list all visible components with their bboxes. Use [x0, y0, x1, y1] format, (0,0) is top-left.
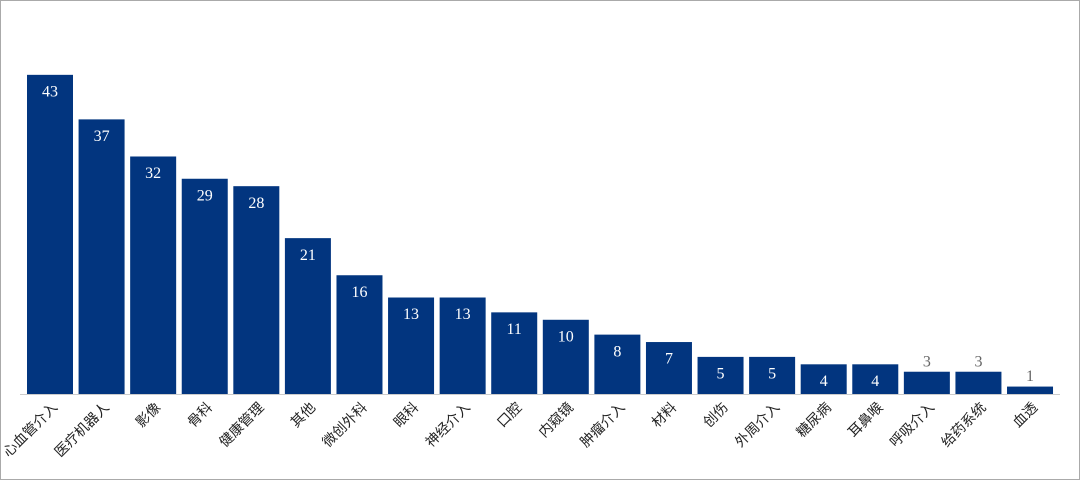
data-label: 5 [717, 366, 725, 383]
data-label: 43 [42, 84, 58, 101]
bar [542, 319, 589, 394]
data-label: 4 [820, 373, 828, 390]
bar [903, 371, 950, 394]
data-label: 13 [403, 306, 419, 323]
bar [336, 275, 383, 394]
bar [130, 156, 177, 394]
data-label: 3 [923, 353, 931, 370]
data-label: 11 [507, 321, 522, 338]
bar [594, 334, 641, 394]
bar [284, 238, 331, 394]
data-label: 16 [351, 284, 367, 301]
bar [645, 342, 692, 394]
data-label: 21 [300, 247, 316, 264]
data-label: 1 [1026, 368, 1034, 385]
data-label: 32 [145, 165, 161, 182]
data-label: 13 [455, 306, 471, 323]
data-label: 37 [94, 128, 110, 145]
bar [697, 356, 744, 394]
bar [852, 364, 899, 394]
bar [388, 297, 435, 394]
bar [181, 178, 228, 394]
bar [78, 119, 125, 394]
data-label: 3 [974, 353, 982, 370]
bar [800, 364, 847, 394]
data-label: 28 [248, 195, 264, 212]
bar [955, 371, 1002, 394]
bar [27, 74, 73, 394]
bar [1007, 386, 1054, 394]
data-label: 29 [197, 187, 213, 204]
data-label: 5 [768, 366, 776, 383]
data-label: 8 [613, 343, 621, 360]
data-label: 4 [871, 373, 879, 390]
bar [491, 312, 538, 394]
bar [439, 297, 486, 394]
data-label: 7 [665, 351, 673, 368]
bar [749, 356, 796, 394]
bar [233, 186, 280, 394]
data-label: 10 [558, 328, 574, 345]
